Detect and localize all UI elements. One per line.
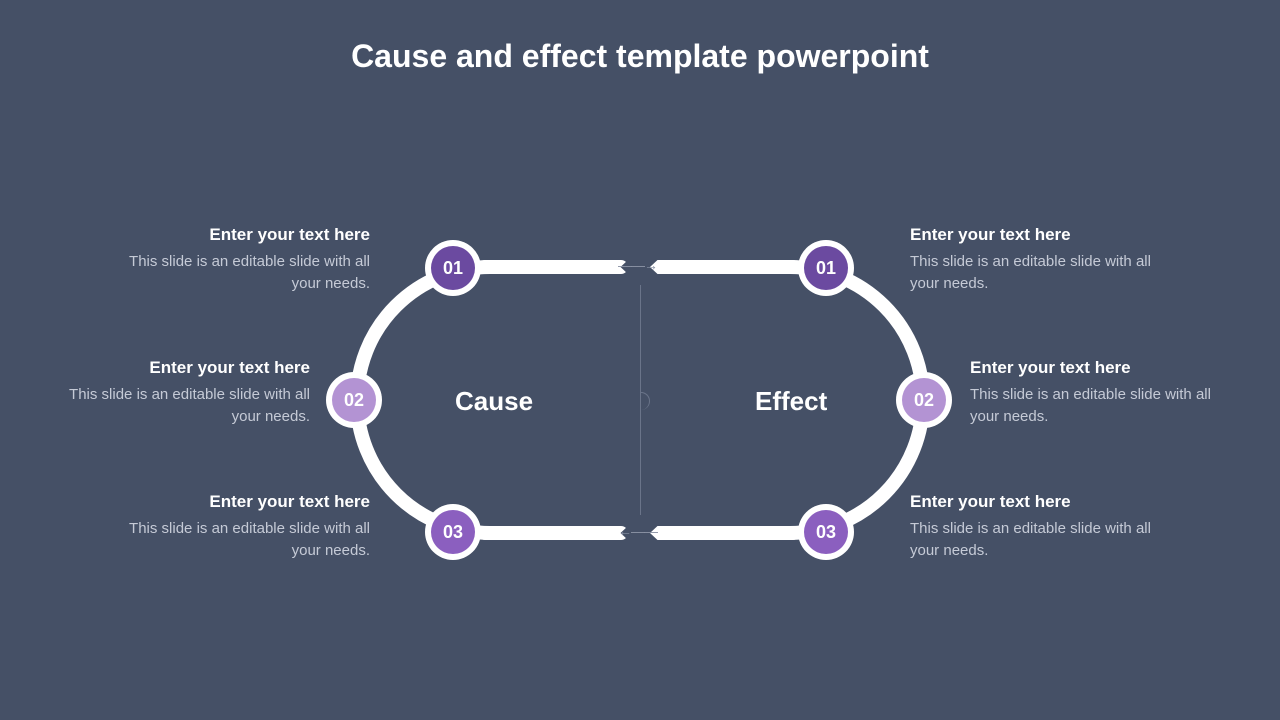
node-number: 03 [431,510,475,554]
text-block-title: Enter your text here [970,358,1230,378]
node-number: 03 [804,510,848,554]
node-number: 02 [902,378,946,422]
text-block-body: This slide is an editable slide with all… [110,518,370,562]
diagram-container: ——→ ←—— Cause Effect 01 02 03 01 02 03 Enter … [0,0,1280,720]
node-left-2: 02 [326,372,382,428]
text-block-right-2: Enter your text here This slide is an edi… [970,358,1230,428]
text-block-left-3: Enter your text here This slide is an edi… [110,492,370,562]
connector-bottom-right [650,526,800,540]
center-divider [640,285,641,515]
node-right-2: 02 [896,372,952,428]
text-block-body: This slide is an editable slide with all… [910,518,1170,562]
node-number: 01 [804,246,848,290]
node-number: 01 [431,246,475,290]
connector-top-right [650,260,800,274]
text-block-right-3: Enter your text here This slide is an edi… [910,492,1170,562]
arrow-bottom-icon: ←—— [618,523,657,539]
text-block-right-1: Enter your text here This slide is an edi… [910,225,1170,295]
text-block-body: This slide is an editable slide with all… [110,251,370,295]
node-right-3: 03 [798,504,854,560]
node-left-1: 01 [425,240,481,296]
node-right-1: 01 [798,240,854,296]
text-block-title: Enter your text here [910,492,1170,512]
arrow-top-icon: ——→ [618,257,657,273]
divider-arrow-icon [632,392,650,410]
text-block-title: Enter your text here [110,225,370,245]
text-block-title: Enter your text here [50,358,310,378]
text-block-left-2: Enter your text here This slide is an edi… [50,358,310,428]
text-block-title: Enter your text here [910,225,1170,245]
text-block-left-1: Enter your text here This slide is an edi… [110,225,370,295]
connector-top-left [478,260,628,274]
node-number: 02 [332,378,376,422]
connector-bottom-left [478,526,628,540]
node-left-3: 03 [425,504,481,560]
text-block-title: Enter your text here [110,492,370,512]
label-effect: Effect [755,386,827,417]
text-block-body: This slide is an editable slide with all… [970,384,1230,428]
text-block-body: This slide is an editable slide with all… [910,251,1170,295]
label-cause: Cause [455,386,533,417]
text-block-body: This slide is an editable slide with all… [50,384,310,428]
